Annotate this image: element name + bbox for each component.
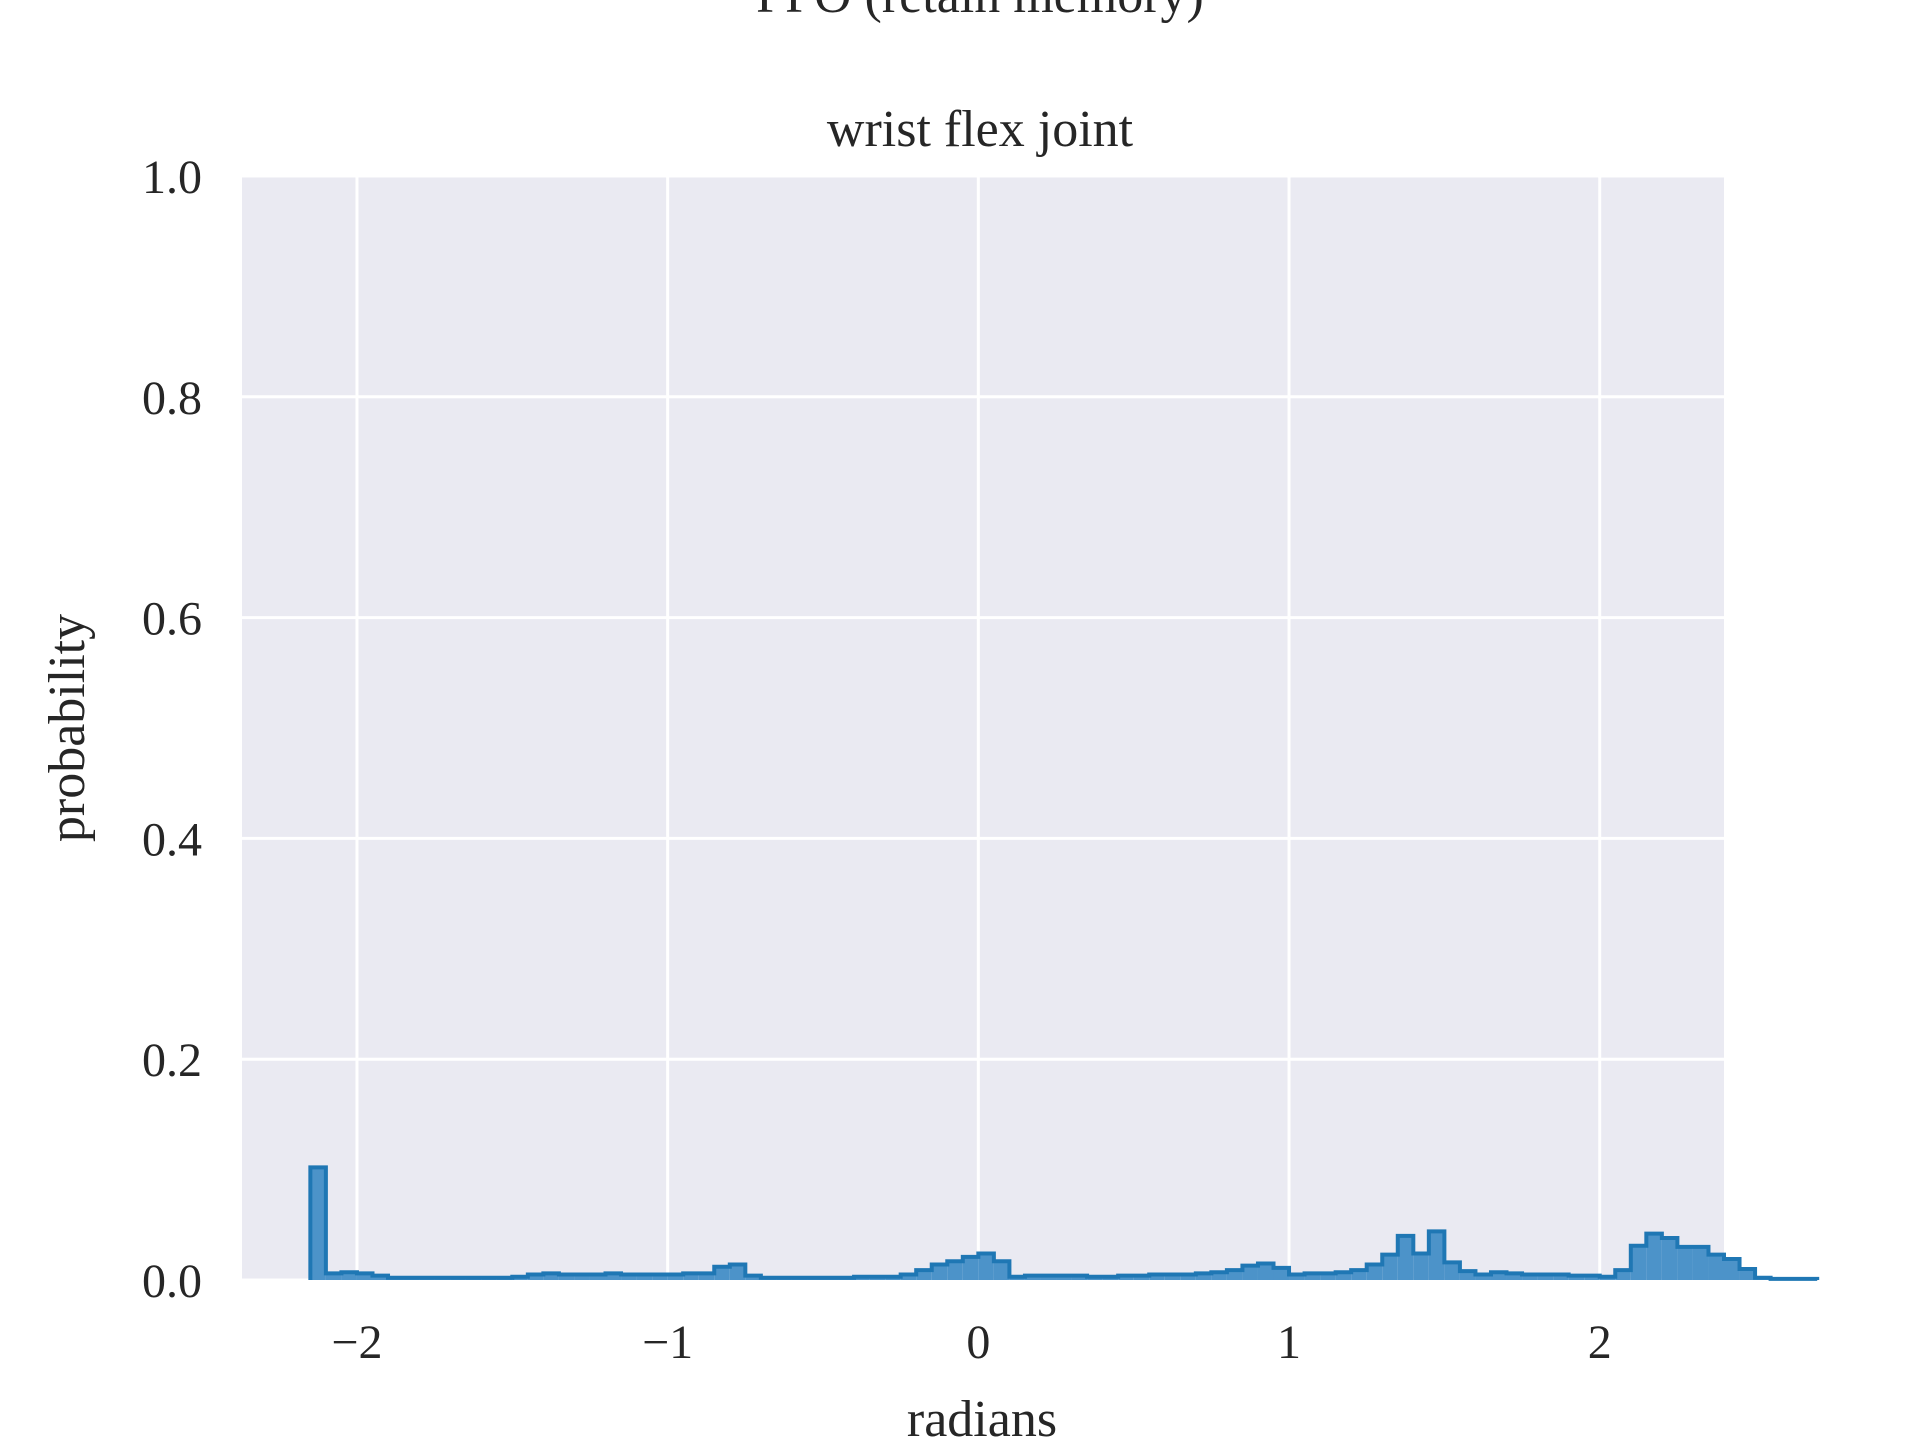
histogram-bar bbox=[900, 1274, 917, 1280]
histogram-bar bbox=[1692, 1246, 1709, 1280]
x-tick-label: 0 bbox=[966, 1316, 990, 1369]
x-tick-label: −1 bbox=[642, 1316, 693, 1369]
histogram-bar bbox=[1242, 1265, 1258, 1280]
y-tick-label: 0.2 bbox=[142, 1034, 202, 1087]
histogram-outline bbox=[308, 1165, 1820, 1281]
histogram-bar bbox=[729, 1264, 746, 1280]
histogram-bar bbox=[1475, 1274, 1491, 1280]
histogram-bar bbox=[636, 1274, 653, 1280]
histogram-bar bbox=[1257, 1263, 1274, 1280]
histogram-bar bbox=[1708, 1254, 1724, 1280]
x-tick-label: 1 bbox=[1277, 1316, 1301, 1369]
histogram-bar bbox=[1677, 1246, 1693, 1280]
histogram-bar bbox=[947, 1261, 963, 1280]
histogram-bar bbox=[1071, 1275, 1088, 1280]
histogram-bar bbox=[310, 1167, 326, 1280]
histogram-bar bbox=[1366, 1264, 1383, 1280]
y-axis-ticks: 0.0 0.2 0.4 0.6 0.8 1.0 bbox=[142, 151, 202, 1308]
histogram-bar bbox=[1444, 1262, 1460, 1280]
y-tick-label: 0.8 bbox=[142, 372, 202, 425]
histogram-bar bbox=[527, 1274, 544, 1280]
histogram-bar bbox=[962, 1256, 979, 1280]
histogram-bar bbox=[589, 1274, 606, 1280]
histogram-bar bbox=[1024, 1275, 1041, 1280]
plot-area bbox=[242, 176, 1724, 1280]
histogram-bar bbox=[1351, 1270, 1367, 1280]
histogram-bar bbox=[543, 1273, 559, 1280]
histogram-bar bbox=[1397, 1235, 1414, 1280]
y-tick-label: 0.6 bbox=[142, 593, 202, 646]
histogram-bar bbox=[605, 1273, 622, 1280]
histogram-bar bbox=[325, 1273, 342, 1280]
histogram-bar bbox=[1630, 1245, 1647, 1280]
histogram-bar bbox=[1164, 1274, 1181, 1280]
histogram-bar bbox=[1506, 1273, 1523, 1280]
y-axis-label: probability bbox=[39, 614, 96, 842]
histogram-bar bbox=[1273, 1267, 1290, 1280]
x-tick-label: 2 bbox=[1588, 1316, 1612, 1369]
histogram-bar bbox=[1646, 1233, 1662, 1280]
histogram-bar bbox=[1413, 1253, 1429, 1280]
histogram-bar bbox=[1739, 1268, 1756, 1280]
x-axis-ticks: −2 −1 0 1 2 bbox=[331, 1316, 1611, 1369]
histogram-bar bbox=[1289, 1274, 1305, 1280]
histogram-bar bbox=[1661, 1238, 1678, 1280]
histogram-bar bbox=[1133, 1275, 1150, 1280]
histogram-bar bbox=[372, 1275, 389, 1280]
histogram-bar bbox=[1226, 1270, 1243, 1280]
figure-suptitle: PPO (retain memory) bbox=[756, 0, 1204, 24]
histogram-bar bbox=[1428, 1231, 1445, 1280]
histogram-bar bbox=[356, 1273, 373, 1280]
histogram-bar bbox=[698, 1273, 715, 1280]
histogram-bar bbox=[1040, 1275, 1057, 1280]
histogram-bar bbox=[1537, 1274, 1554, 1280]
histogram-bar bbox=[667, 1274, 684, 1280]
x-tick-label: −2 bbox=[331, 1316, 382, 1369]
histogram-bar bbox=[1553, 1274, 1569, 1280]
histogram-bar bbox=[714, 1266, 730, 1280]
histogram-bar bbox=[1724, 1259, 1740, 1280]
histogram-bar bbox=[1195, 1273, 1212, 1280]
histogram-bar bbox=[574, 1274, 590, 1280]
histogram-bar bbox=[558, 1274, 575, 1280]
histogram-bar bbox=[1382, 1254, 1398, 1280]
histogram-bar bbox=[916, 1270, 932, 1280]
histogram-bar bbox=[1211, 1272, 1227, 1280]
histogram-bar bbox=[1304, 1273, 1321, 1280]
histogram-bar bbox=[1320, 1273, 1336, 1280]
x-axis-label: radians bbox=[907, 1391, 1057, 1440]
histogram-bar bbox=[1615, 1270, 1631, 1280]
histogram-bar bbox=[621, 1274, 637, 1280]
histogram-bar bbox=[1522, 1274, 1538, 1280]
histogram-bar bbox=[1118, 1275, 1134, 1280]
histogram-bar bbox=[931, 1264, 948, 1280]
histogram-bar bbox=[1180, 1274, 1196, 1280]
histogram-bar bbox=[683, 1273, 699, 1280]
y-tick-label: 0.0 bbox=[142, 1255, 202, 1308]
histogram-bar bbox=[1459, 1271, 1476, 1280]
histogram-bar bbox=[993, 1261, 1010, 1280]
y-tick-label: 0.4 bbox=[142, 813, 202, 866]
histogram-bar bbox=[1149, 1274, 1165, 1280]
histogram-bar bbox=[1056, 1275, 1072, 1280]
histogram-bar bbox=[1335, 1272, 1352, 1280]
histogram-bar bbox=[1490, 1272, 1507, 1280]
histogram-bar bbox=[1584, 1275, 1600, 1280]
histogram-bar bbox=[745, 1275, 761, 1280]
histogram-bar bbox=[341, 1272, 357, 1280]
histogram-bar bbox=[978, 1253, 994, 1280]
histogram-bar bbox=[1568, 1275, 1585, 1280]
y-tick-label: 1.0 bbox=[142, 151, 202, 204]
histogram-bar bbox=[652, 1274, 668, 1280]
chart-title: wrist flex joint bbox=[827, 101, 1134, 158]
